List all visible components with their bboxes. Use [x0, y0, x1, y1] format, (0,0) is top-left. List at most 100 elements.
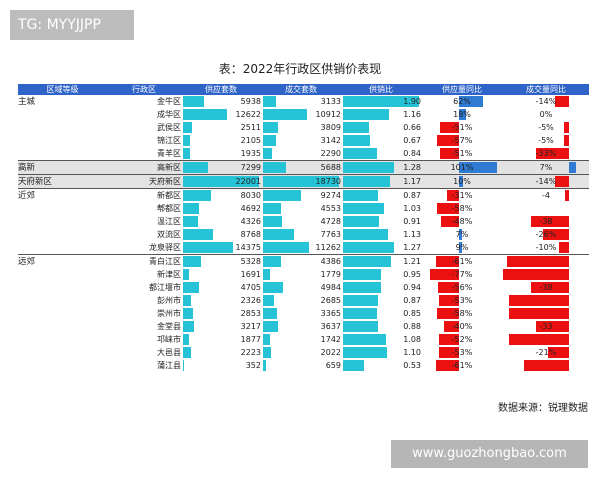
supply-cell-value: 8768 — [240, 230, 261, 239]
ratio-cell: 0.88 — [341, 320, 421, 333]
district-cell: 青白江区 — [107, 254, 181, 268]
region-category-cell: 远郊 — [18, 254, 107, 268]
supply-yoy-bar — [435, 256, 459, 267]
ratio-bar — [343, 308, 377, 319]
supply-cell-value: 22001 — [235, 177, 261, 186]
supply-yoy-cell: -31% — [421, 188, 503, 202]
region-category-cell — [18, 215, 107, 228]
deal-cell-value: 18730 — [315, 177, 341, 186]
supply-yoy-bar — [459, 242, 463, 253]
deal-cell: 2022 — [261, 346, 341, 359]
region-category-cell — [18, 202, 107, 215]
supply-yoy-bar — [439, 122, 459, 133]
ratio-cell-value: 0.95 — [403, 270, 421, 279]
ratio-bar — [343, 176, 390, 187]
deal-yoy-cell: -26% — [503, 228, 589, 241]
deal-yoy-cell: -14% — [503, 95, 589, 108]
ratio-cell-value: 0.84 — [403, 149, 421, 158]
supply-yoy-cell-value: -52% — [451, 335, 473, 344]
supply-cell: 2105 — [181, 134, 261, 147]
supply-yoy-cell: -52% — [421, 333, 503, 346]
supply-yoy-cell: -53% — [421, 294, 503, 307]
ratio-cell-value: 1.28 — [403, 163, 421, 172]
region-category-cell — [18, 307, 107, 320]
ratio-bar — [343, 216, 379, 227]
supply-yoy-cell: -58% — [421, 307, 503, 320]
deal-cell-value: 3365 — [320, 309, 341, 318]
supply-cell: 4692 — [181, 202, 261, 215]
supply-cell: 2326 — [181, 294, 261, 307]
supply-cell: 1935 — [181, 147, 261, 161]
table-row: 锦江区 2105 3142 0.67 -57% -5% — [18, 134, 589, 147]
ratio-cell: 0.87 — [341, 188, 421, 202]
deal-yoy-cell: -4 — [503, 188, 589, 202]
header-ratio: 供销比 — [341, 84, 421, 95]
table-row: 武侯区 2511 3809 0.66 -51% -5% — [18, 121, 589, 134]
deal-bar — [263, 242, 309, 253]
ratio-cell-value: 0.66 — [403, 123, 421, 132]
ratio-cell-value: 0.87 — [403, 296, 421, 305]
deal-yoy-cell: -5% — [503, 134, 589, 147]
supply-yoy-cell: -53% — [421, 346, 503, 359]
supply-bar — [183, 135, 190, 146]
supply-bar — [183, 162, 208, 173]
district-cell: 高新区 — [107, 160, 181, 175]
table-row: 青羊区 1935 2290 0.84 -51% -33% — [18, 147, 589, 161]
supply-cell: 5328 — [181, 254, 261, 268]
deal-yoy-cell: -33 — [503, 320, 589, 333]
ratio-cell: 1.28 — [341, 160, 421, 175]
deal-yoy-cell: 7% — [503, 160, 589, 175]
table-row: 彭州市 2326 2685 0.87 -53% — [18, 294, 589, 307]
deal-yoy-cell-value: 0% — [539, 110, 553, 119]
ratio-cell: 1.21 — [341, 254, 421, 268]
supply-bar — [183, 109, 227, 120]
supply-bar — [183, 334, 189, 345]
deal-bar — [263, 308, 277, 319]
district-cell: 都江堰市 — [149, 283, 181, 292]
deal-cell-value: 4553 — [320, 204, 341, 213]
deal-yoy-bar — [548, 347, 569, 358]
supply-yoy-bar — [438, 347, 459, 358]
deal-yoy-bar — [509, 308, 569, 319]
supply-yoy-cell-value: -48% — [451, 217, 473, 226]
supply-yoy-cell: -61% — [421, 359, 503, 372]
ratio-bar — [343, 321, 378, 332]
deal-yoy-cell: 0% — [503, 108, 589, 121]
ratio-cell-value: 0.87 — [403, 191, 421, 200]
deal-yoy-cell-value: -4 — [542, 191, 550, 200]
supply-yoy-cell: 101% — [421, 160, 503, 175]
supply-yoy-cell-value: -31% — [451, 191, 473, 200]
supply-cell-value: 1691 — [240, 270, 261, 279]
deal-yoy-cell: -38 — [503, 215, 589, 228]
table-row: 主城 金牛区 5938 3133 1.90 62% -14% — [18, 95, 589, 108]
deal-yoy-bar — [543, 229, 569, 240]
deal-cell: 4984 — [261, 281, 341, 294]
deal-cell: 5688 — [261, 160, 341, 175]
deal-cell-value: 9274 — [320, 191, 341, 200]
deal-yoy-bar — [531, 282, 569, 293]
ratio-cell-value: 0.88 — [403, 322, 421, 331]
district-cell: 金堂县 — [157, 322, 181, 331]
supply-yoy-cell: -58% — [421, 202, 503, 215]
supply-cell: 22001 — [181, 174, 261, 189]
table-row: 龙泉驿区 14375 11262 1.27 9% -10% — [18, 241, 589, 255]
region-category-cell — [18, 134, 107, 147]
district-cell: 彭州市 — [157, 296, 181, 305]
ratio-cell: 0.95 — [341, 268, 421, 281]
supply-yoy-cell-value: -51% — [451, 123, 473, 132]
deal-bar — [263, 269, 270, 280]
supply-bar — [183, 176, 259, 187]
supply-yoy-cell: 9% — [421, 241, 503, 255]
region-category-cell — [18, 121, 107, 134]
supply-yoy-bar — [436, 203, 459, 214]
deal-cell-value: 2290 — [320, 149, 341, 158]
ratio-bar — [343, 360, 364, 371]
supply-cell: 8030 — [181, 188, 261, 202]
header-deal: 成交套数 — [261, 84, 341, 95]
deal-yoy-cell: -14% — [503, 174, 589, 189]
supply-bar — [183, 282, 199, 293]
supply-cell: 2853 — [181, 307, 261, 320]
ratio-cell-value: 1.17 — [403, 177, 421, 186]
supply-yoy-cell-value: -53% — [451, 296, 473, 305]
deal-cell-value: 1742 — [320, 335, 341, 344]
